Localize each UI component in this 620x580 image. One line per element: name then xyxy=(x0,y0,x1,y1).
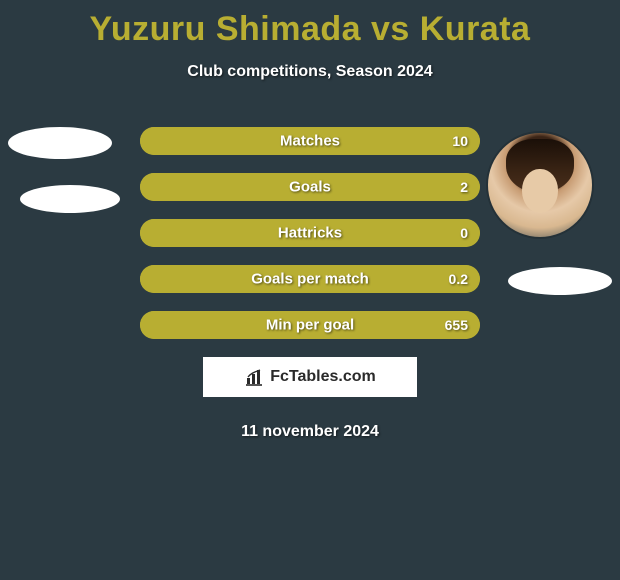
stat-label: Goals xyxy=(289,179,331,196)
stat-label: Hattricks xyxy=(278,225,342,242)
brand-box[interactable]: FcTables.com xyxy=(203,357,417,397)
stat-value-right: 0.2 xyxy=(449,271,468,287)
player-b-avatar xyxy=(488,133,592,237)
stat-label: Min per goal xyxy=(266,317,354,334)
vs-separator: vs xyxy=(361,10,420,48)
stat-label: Matches xyxy=(280,133,340,150)
stat-row: Goals 2 xyxy=(140,173,480,201)
stat-row: Min per goal 655 xyxy=(140,311,480,339)
page-title: Yuzuru Shimada vs Kurata xyxy=(0,0,620,49)
bar-chart-icon xyxy=(244,367,264,387)
brand-text: FcTables.com xyxy=(270,368,376,386)
date-line: 11 november 2024 xyxy=(0,423,620,441)
stat-row: Matches 10 xyxy=(140,127,480,155)
stat-value-right: 10 xyxy=(452,133,468,149)
player-b-name: Kurata xyxy=(420,10,531,48)
stat-value-right: 2 xyxy=(460,179,468,195)
stat-value-right: 655 xyxy=(445,317,468,333)
player-b-club-placeholder xyxy=(508,267,612,295)
stat-value-right: 0 xyxy=(460,225,468,241)
stat-label: Goals per match xyxy=(251,271,369,288)
subtitle: Club competitions, Season 2024 xyxy=(0,63,620,81)
player-a-avatar-placeholder xyxy=(8,127,112,159)
player-a-club-placeholder xyxy=(20,185,120,213)
stat-row: Goals per match 0.2 xyxy=(140,265,480,293)
stat-bars: Matches 10 Goals 2 Hattricks 0 Goals per match… xyxy=(140,127,480,339)
stat-row: Hattricks 0 xyxy=(140,219,480,247)
comparison-container: Matches 10 Goals 2 Hattricks 0 Goals per match… xyxy=(0,127,620,441)
player-a-name: Yuzuru Shimada xyxy=(90,10,362,48)
